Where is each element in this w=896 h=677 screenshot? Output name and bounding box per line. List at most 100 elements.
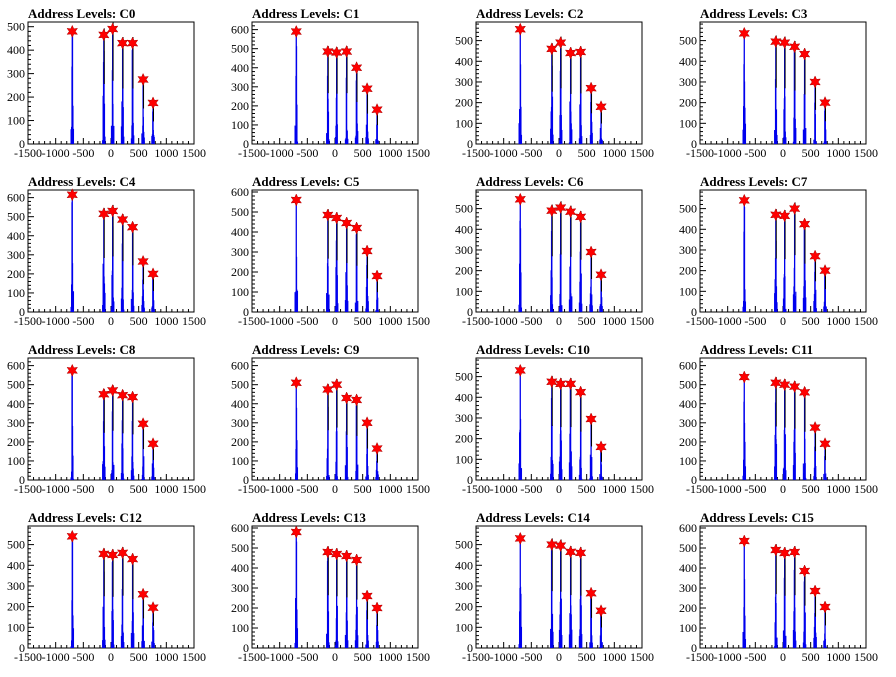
x-tick-label: 1500 [182,314,206,328]
peak-marker [137,587,149,601]
x-tick-label: 500 [578,482,596,496]
y-tick-label: 0 [243,305,249,319]
x-tick-label: -1000 [266,482,294,496]
panel-title: Address Levels: C5 [252,174,360,189]
peak-marker [574,546,587,560]
plot-frame [699,525,867,649]
peak-marker [585,412,597,426]
y-tick-label: 400 [7,397,25,411]
x-tick-label: 1500 [630,146,654,160]
peak-marker [546,42,558,56]
x-tick-label: 1000 [378,650,402,664]
x-tick-label: 500 [802,314,820,328]
y-tick-label: 100 [455,284,473,298]
x-tick-label: 1000 [154,482,178,496]
y-tick-label: 500 [7,538,25,552]
peak-marker [371,601,383,615]
x-tick-label: -500 [744,650,766,664]
peak-marker [819,96,831,110]
panel-c14: Address Levels: C14 0 100 200 300 400 500 -1500… [455,510,654,664]
peak-marker [147,267,159,281]
y-tick-label: 300 [679,75,697,89]
x-tick-label: -1500 [462,482,490,496]
x-tick-label: -500 [520,650,542,664]
peak-marker [819,437,831,451]
y-tick-label: 300 [679,581,697,595]
peak-marker [770,376,782,390]
panel-title: Address Levels: C7 [700,174,808,189]
y-tick-label: 200 [679,96,697,110]
peak-marker [809,584,821,598]
peak-marker [585,245,597,259]
y-tick-label: 400 [679,397,697,411]
x-tick-label: 0 [332,146,338,160]
x-tick-label: 500 [354,650,372,664]
x-tick-label: 1500 [182,650,206,664]
y-tick-label: 300 [455,75,473,89]
y-tick-label: 0 [467,137,473,151]
peak-marker [809,420,821,435]
peak-marker [322,208,334,222]
peak-marker [126,390,139,404]
peak-marker [798,47,811,61]
peak-marker [147,96,159,110]
x-tick-label: 1000 [378,314,402,328]
x-tick-label: 1500 [854,650,878,664]
panel-title: Address Levels: C12 [28,510,142,525]
peak-marker [564,377,577,391]
panel-c9: Address Levels: C9 0 100 200 300 400 500 600 -15… [231,342,430,496]
peak-marker [361,416,373,430]
x-tick-label: -500 [72,650,94,664]
peak-marker [595,440,607,454]
x-tick-label: -500 [744,482,766,496]
x-tick-label: -1000 [490,650,518,664]
x-tick-label: 500 [578,650,596,664]
peak-marker [66,363,78,378]
y-tick-label: 0 [19,305,25,319]
x-tick-label: -1000 [42,650,70,664]
x-tick-label: 1500 [406,650,430,664]
x-tick-label: 1000 [826,482,850,496]
y-tick-label: 400 [231,61,249,75]
peak-marker [330,547,343,561]
y-tick-label: 100 [231,118,249,132]
x-tick-label: 1000 [378,146,402,160]
peak-marker [788,40,801,54]
x-tick-label: 1000 [154,146,178,160]
x-tick-label: -500 [520,482,542,496]
x-tick-label: -500 [520,314,542,328]
x-tick-label: -1500 [238,482,266,496]
x-tick-label: -500 [72,482,94,496]
y-tick-label: 0 [19,137,25,151]
y-tick-label: 500 [7,378,25,392]
x-tick-label: 0 [108,482,114,496]
y-tick-label: 200 [679,601,697,615]
x-tick-label: 1500 [854,482,878,496]
y-tick-label: 500 [231,541,249,555]
peak-marker [788,545,801,559]
y-tick-label: 100 [679,621,697,635]
peak-marker [340,549,353,563]
y-tick-label: 200 [231,435,249,449]
x-tick-label: 500 [354,314,372,328]
y-tick-label: 0 [243,473,249,487]
panel-title: Address Levels: C1 [252,6,359,21]
x-tick-label: 1000 [602,650,626,664]
x-tick-label: 0 [108,146,114,160]
x-tick-label: -1500 [238,314,266,328]
y-tick-label: 200 [231,99,249,113]
y-tick-label: 0 [19,473,25,487]
x-tick-label: -1500 [462,650,490,664]
peak-marker [322,44,334,59]
x-tick-label: 1500 [406,482,430,496]
x-tick-label: -1000 [266,146,294,160]
y-tick-label: 100 [231,621,249,635]
x-tick-label: -1500 [14,146,42,160]
x-tick-label: -1000 [714,482,742,496]
panel-title: Address Levels: C15 [700,510,814,525]
y-tick-label: 300 [7,416,25,430]
panel-title: Address Levels: C10 [476,342,590,357]
peak-marker [350,393,363,407]
x-tick-label: 500 [802,146,820,160]
x-tick-label: 1500 [854,146,878,160]
